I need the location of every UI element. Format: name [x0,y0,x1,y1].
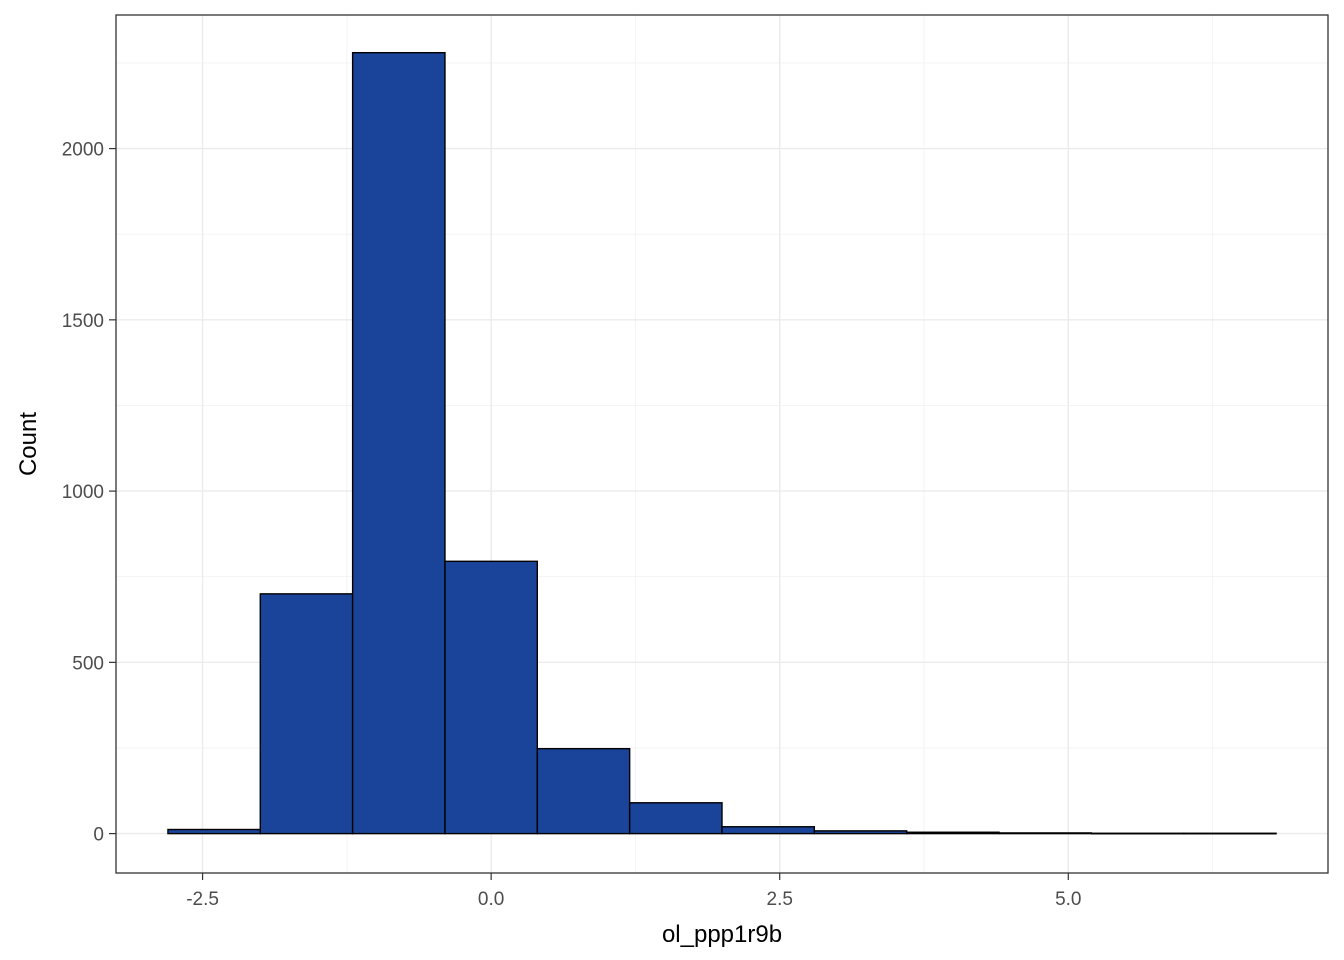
histogram-bar [444,560,539,835]
histogram-bars [167,51,1277,835]
histogram-bar [351,51,446,835]
histogram-bar [998,832,1093,835]
y-axis: 0 500 1000 1500 2000 [62,140,116,846]
y-tick-label: 1500 [62,311,104,332]
histogram-bar [905,831,1000,835]
y-tick-label: 1000 [62,482,104,503]
histogram-bar [721,826,816,835]
histogram-bar [167,828,261,835]
histogram-bar [259,593,354,835]
y-tick-label: 0 [93,825,104,846]
x-tick-label: -2.5 [186,889,219,910]
x-axis-title: ol_ppp1r9b [662,921,782,948]
x-axis: -2.5 0.0 2.5 5.0 [186,873,1081,910]
histogram-bar [1090,832,1185,835]
histogram-bar [1183,832,1277,835]
x-tick-label: 2.5 [767,889,793,910]
histogram-bar [813,830,908,835]
y-tick-label: 500 [72,653,104,674]
histogram-bar [536,747,631,835]
y-axis-title: Count [15,412,42,476]
histogram-bar [628,802,723,835]
panel-border [115,14,1329,874]
minor-gridlines [116,15,1328,873]
x-tick-label: 0.0 [478,889,504,910]
x-tick-label: 5.0 [1055,889,1081,910]
y-tick-label: 2000 [62,140,104,161]
